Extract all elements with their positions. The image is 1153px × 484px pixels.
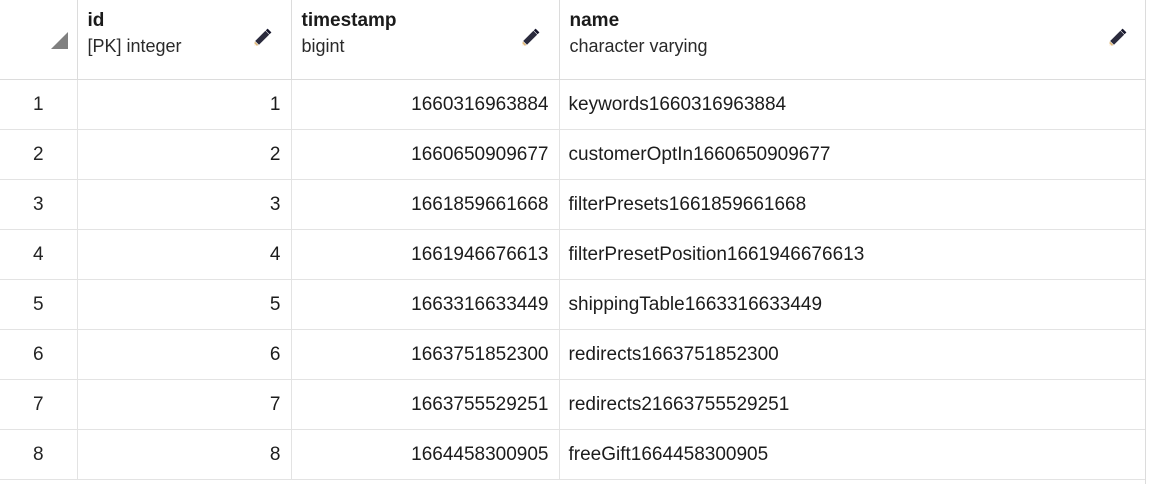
column-type-id: [PK] integer	[87, 36, 182, 56]
row-number[interactable]: 7	[0, 379, 78, 430]
table-body: 1 1 1660316963884 keywords1660316963884 …	[0, 79, 1145, 480]
column-header-name[interactable]: name character varying	[559, 0, 1146, 80]
cell-timestamp[interactable]: 1661946676613	[291, 229, 560, 280]
column-header-id-inner: id [PK] integer	[78, 0, 291, 71]
pencil-icon[interactable]	[1107, 26, 1129, 48]
cell-timestamp[interactable]: 1661859661668	[291, 179, 560, 230]
table-row[interactable]: 2 2 1660650909677 customerOptIn166065090…	[0, 129, 1145, 180]
table-row[interactable]: 7 7 1663755529251 redirects2166375552925…	[0, 379, 1145, 430]
cell-name[interactable]: keywords1660316963884	[559, 79, 1145, 130]
corner-triangle-icon	[50, 32, 68, 49]
table-row[interactable]: 4 4 1661946676613 filterPresetPosition16…	[0, 229, 1145, 280]
column-name-name: name	[569, 10, 620, 31]
pencil-icon[interactable]	[252, 26, 274, 48]
table-row[interactable]: 6 6 1663751852300 redirects1663751852300	[0, 329, 1145, 380]
column-header-timestamp[interactable]: timestamp bigint	[291, 0, 560, 80]
row-number[interactable]: 8	[0, 429, 78, 480]
column-type-name: character varying	[569, 36, 708, 56]
cell-timestamp[interactable]: 1660316963884	[291, 79, 560, 130]
cell-id[interactable]: 2	[77, 129, 292, 180]
table-row[interactable]: 1 1 1660316963884 keywords1660316963884	[0, 79, 1145, 130]
cell-name[interactable]: filterPresets1661859661668	[559, 179, 1145, 230]
cell-id[interactable]: 6	[77, 329, 292, 380]
cell-id[interactable]: 8	[77, 429, 292, 480]
table-row[interactable]: 8 8 1664458300905 freeGift1664458300905	[0, 429, 1145, 480]
cell-id[interactable]: 3	[77, 179, 292, 230]
row-number[interactable]: 1	[0, 79, 78, 130]
cell-id[interactable]: 7	[77, 379, 292, 430]
column-name-timestamp: timestamp	[301, 10, 397, 31]
corner-inner	[0, 0, 77, 71]
cell-id[interactable]: 4	[77, 229, 292, 280]
table-row[interactable]: 3 3 1661859661668 filterPresets166185966…	[0, 179, 1145, 230]
cell-name[interactable]: redirects1663751852300	[559, 329, 1145, 380]
cell-timestamp[interactable]: 1663316633449	[291, 279, 560, 330]
row-number[interactable]: 4	[0, 229, 78, 280]
column-header-id[interactable]: id [PK] integer	[77, 0, 292, 80]
cell-name[interactable]: shippingTable1663316633449	[559, 279, 1145, 330]
column-header-name-inner: name character varying	[560, 0, 1146, 71]
cell-timestamp[interactable]: 1664458300905	[291, 429, 560, 480]
row-number[interactable]: 5	[0, 279, 78, 330]
cell-timestamp[interactable]: 1663755529251	[291, 379, 560, 430]
column-type-timestamp: bigint	[301, 36, 345, 56]
column-name-id: id	[87, 10, 105, 31]
row-number[interactable]: 3	[0, 179, 78, 230]
cell-id[interactable]: 1	[77, 79, 292, 130]
column-header-timestamp-inner: timestamp bigint	[292, 0, 559, 71]
cell-name[interactable]: freeGift1664458300905	[559, 429, 1145, 480]
table-header: id [PK] integer	[0, 0, 1146, 80]
row-number[interactable]: 6	[0, 329, 78, 380]
row-number[interactable]: 2	[0, 129, 78, 180]
cell-name[interactable]: customerOptIn1660650909677	[559, 129, 1145, 180]
cell-timestamp[interactable]: 1660650909677	[291, 129, 560, 180]
pencil-icon[interactable]	[520, 26, 542, 48]
cell-id[interactable]: 5	[77, 279, 292, 330]
select-all-corner-cell[interactable]	[0, 0, 78, 80]
header-row: id [PK] integer	[0, 0, 1146, 80]
cell-name[interactable]: redirects21663755529251	[559, 379, 1145, 430]
cell-timestamp[interactable]: 1663751852300	[291, 329, 560, 380]
cell-name[interactable]: filterPresetPosition1661946676613	[559, 229, 1145, 280]
table-row[interactable]: 5 5 1663316633449 shippingTable166331663…	[0, 279, 1145, 330]
